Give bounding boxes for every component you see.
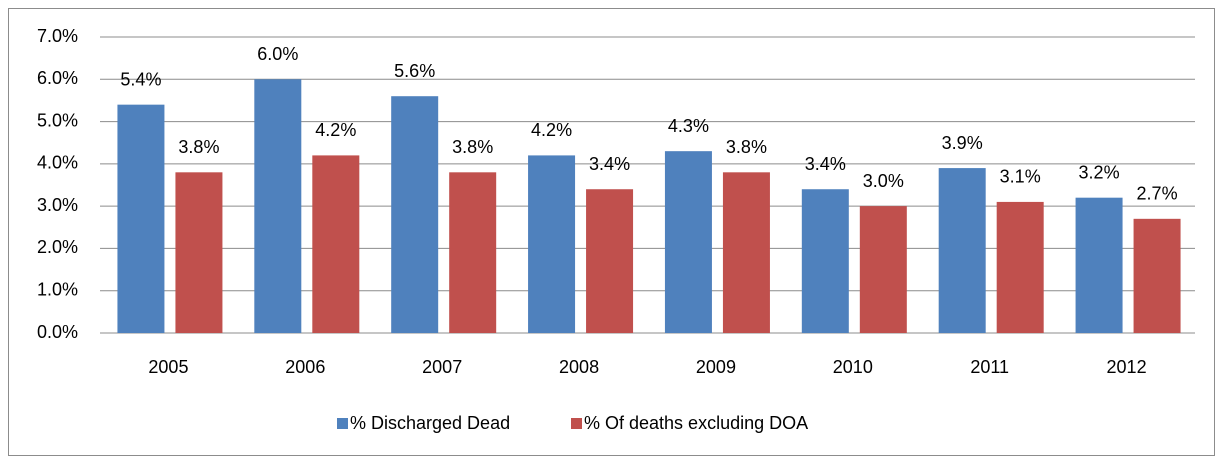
bar [586, 189, 634, 333]
y-tick-label: 5.0% [37, 110, 78, 130]
y-tick-label: 0.0% [37, 322, 78, 342]
bar [312, 155, 360, 333]
bar [938, 168, 986, 333]
value-label: 3.1% [1000, 167, 1041, 187]
x-tick-label: 2005 [148, 357, 188, 377]
legend-swatch [337, 418, 348, 429]
bar [664, 151, 712, 333]
y-tick-label: 3.0% [37, 195, 78, 215]
value-label: 3.8% [452, 137, 493, 157]
x-tick-label: 2008 [559, 357, 599, 377]
value-label: 3.9% [942, 133, 983, 153]
y-tick-label: 6.0% [37, 68, 78, 88]
x-tick-label: 2010 [833, 357, 873, 377]
y-tick-label: 1.0% [37, 279, 78, 299]
legend-label: % Of deaths excluding DOA [584, 413, 808, 433]
bar [859, 206, 907, 333]
value-label: 3.0% [863, 171, 904, 191]
value-label: 6.0% [257, 44, 298, 64]
value-label: 3.2% [1079, 162, 1120, 182]
bar [801, 189, 849, 333]
bar [528, 155, 576, 333]
bar [996, 201, 1044, 333]
value-label: 3.8% [178, 137, 219, 157]
bar [175, 172, 223, 333]
y-tick-label: 7.0% [37, 26, 78, 46]
value-label: 3.4% [589, 154, 630, 174]
legend-label: % Discharged Dead [350, 413, 510, 433]
bar [1133, 218, 1181, 333]
x-tick-label: 2009 [696, 357, 736, 377]
value-label: 5.4% [120, 69, 161, 89]
value-label: 4.2% [315, 120, 356, 140]
value-label: 2.7% [1137, 184, 1178, 204]
value-label: 3.4% [805, 154, 846, 174]
bar [449, 172, 497, 333]
bar [722, 172, 770, 333]
value-label: 3.8% [726, 137, 767, 157]
value-label: 4.2% [531, 120, 572, 140]
bar [254, 79, 302, 334]
y-tick-label: 2.0% [37, 237, 78, 257]
value-label: 4.3% [668, 116, 709, 136]
x-tick-label: 2007 [422, 357, 462, 377]
bar [117, 104, 165, 334]
legend-swatch [571, 418, 582, 429]
bar [391, 96, 439, 333]
x-tick-label: 2012 [1107, 357, 1147, 377]
y-tick-label: 4.0% [37, 153, 78, 173]
bar [1075, 197, 1123, 333]
x-tick-label: 2006 [285, 357, 325, 377]
value-label: 5.6% [394, 61, 435, 81]
x-tick-label: 2011 [970, 357, 1009, 377]
